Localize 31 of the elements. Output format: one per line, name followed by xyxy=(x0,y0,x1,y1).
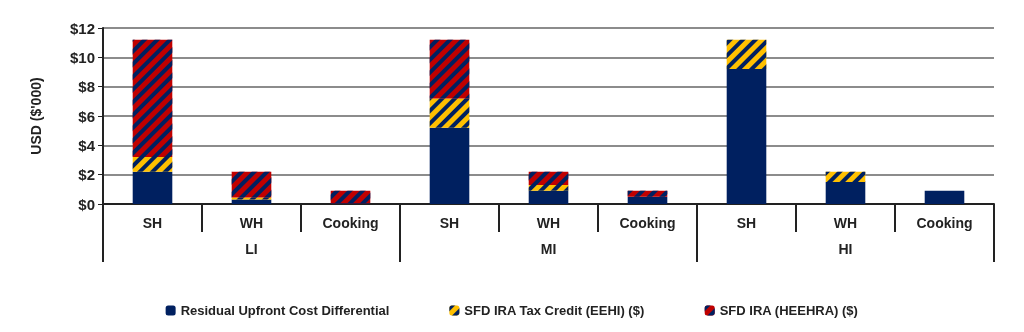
bar xyxy=(231,199,272,204)
x-tick-label: WH xyxy=(536,215,561,231)
legend-label: SFD IRA Tax Credit (EEHI) ($) xyxy=(464,303,645,318)
y-axis-title: USD ($'000) xyxy=(28,77,44,155)
y-tick-label: $2 xyxy=(78,166,95,184)
bar xyxy=(924,190,965,204)
y-tick-label: $8 xyxy=(78,78,95,96)
text: LI xyxy=(245,241,258,257)
y-tick-label: $4 xyxy=(78,136,96,154)
bar xyxy=(528,190,569,204)
x-tick-label: Cooking xyxy=(916,215,973,231)
legend-label: Residual Upfront Cost Differential xyxy=(180,303,390,318)
bar xyxy=(726,69,767,204)
bar xyxy=(132,171,173,204)
bar xyxy=(429,127,470,204)
text: HI xyxy=(838,241,853,257)
x-tick-label: WH xyxy=(239,215,264,231)
x-tick-label: Cooking xyxy=(619,215,676,231)
y-tick-label: $6 xyxy=(78,107,95,125)
x-tick-label: Cooking xyxy=(322,215,379,231)
x-tick-label: SH xyxy=(736,215,757,231)
y-tick-label: $12 xyxy=(69,19,95,37)
x-tick-label: WH xyxy=(833,215,858,231)
bar xyxy=(627,196,668,204)
text: MI xyxy=(540,241,557,257)
x-tick-label: SH xyxy=(142,215,163,231)
x-tick-label: SH xyxy=(439,215,460,231)
bar xyxy=(825,182,866,204)
legend-label: SFD IRA (HEEHRA) ($) xyxy=(719,303,858,318)
y-tick-label: $10 xyxy=(69,48,95,66)
y-tick-label: $0 xyxy=(78,195,95,213)
